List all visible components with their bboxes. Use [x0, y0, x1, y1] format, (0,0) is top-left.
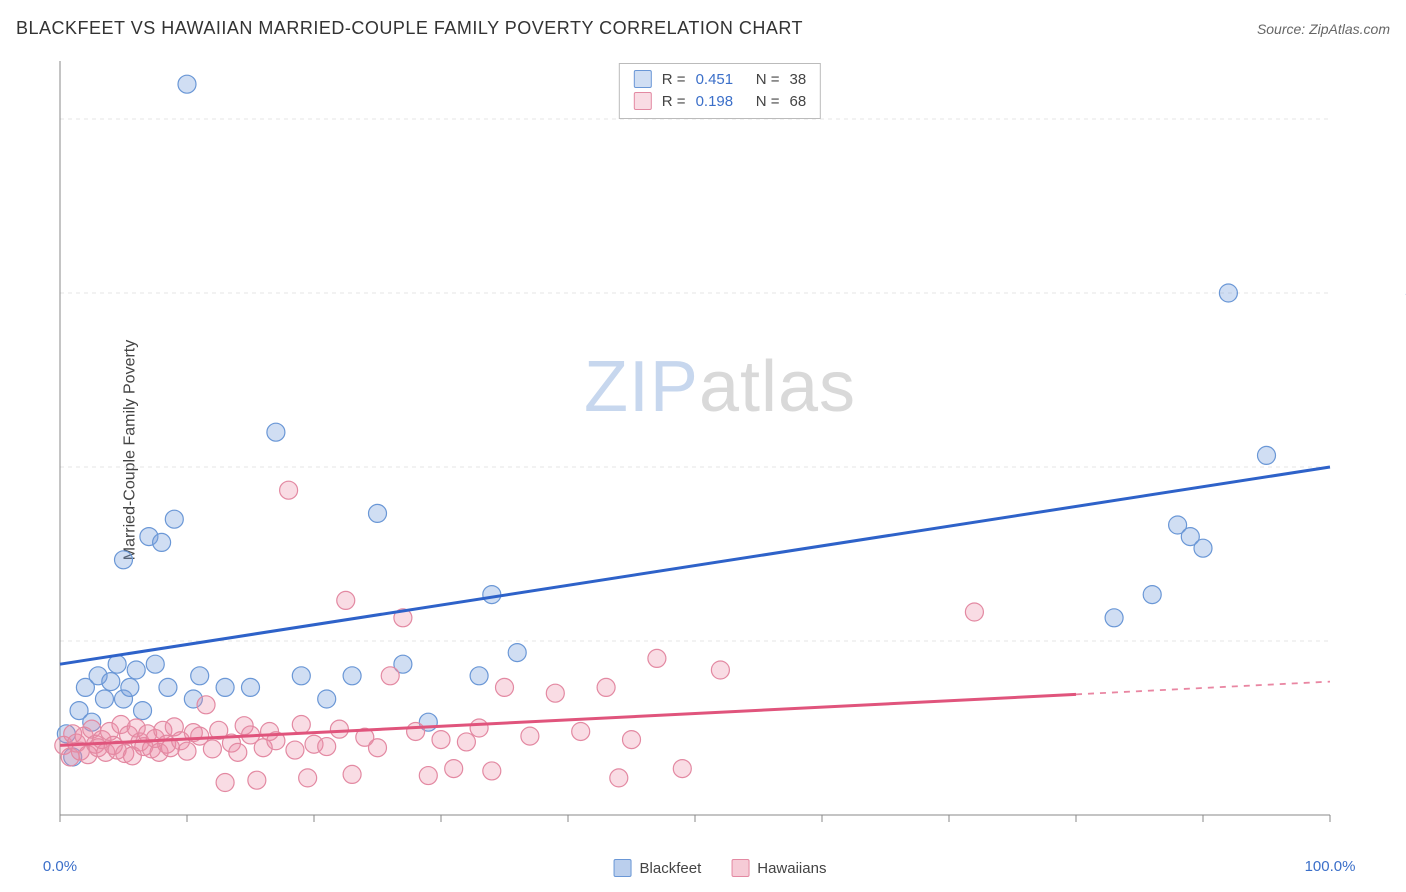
- plot-area: Married-Couple Family Poverty ZIPatlas R…: [50, 55, 1390, 845]
- x-tick-label: 100.0%: [1305, 858, 1356, 875]
- stats-row: R =0.198 N =68: [634, 90, 806, 112]
- legend-label: Hawaiians: [757, 860, 826, 877]
- n-value: 68: [790, 93, 807, 110]
- r-value: 0.451: [696, 71, 742, 88]
- legend-swatch: [731, 859, 749, 877]
- source-name: ZipAtlas.com: [1309, 21, 1390, 37]
- legend-label: Blackfeet: [640, 860, 702, 877]
- chart-title: BLACKFEET VS HAWAIIAN MARRIED-COUPLE FAM…: [16, 18, 803, 39]
- r-value: 0.198: [696, 93, 742, 110]
- stats-row: R =0.451 N =38: [634, 68, 806, 90]
- legend-swatch: [614, 859, 632, 877]
- source-label: Source: ZipAtlas.com: [1257, 21, 1390, 37]
- stats-legend: R =0.451 N =38R =0.198 N =68: [619, 63, 821, 119]
- bottom-legend: Blackfeet Hawaiians: [614, 859, 827, 877]
- stats-swatch: [634, 92, 652, 110]
- n-value: 38: [790, 71, 807, 88]
- scatter-plot-svg: [60, 55, 1330, 845]
- stats-swatch: [634, 70, 652, 88]
- legend-item: Hawaiians: [731, 859, 826, 877]
- x-tick-label: 0.0%: [43, 858, 77, 875]
- legend-item: Blackfeet: [614, 859, 702, 877]
- title-bar: BLACKFEET VS HAWAIIAN MARRIED-COUPLE FAM…: [16, 18, 1390, 39]
